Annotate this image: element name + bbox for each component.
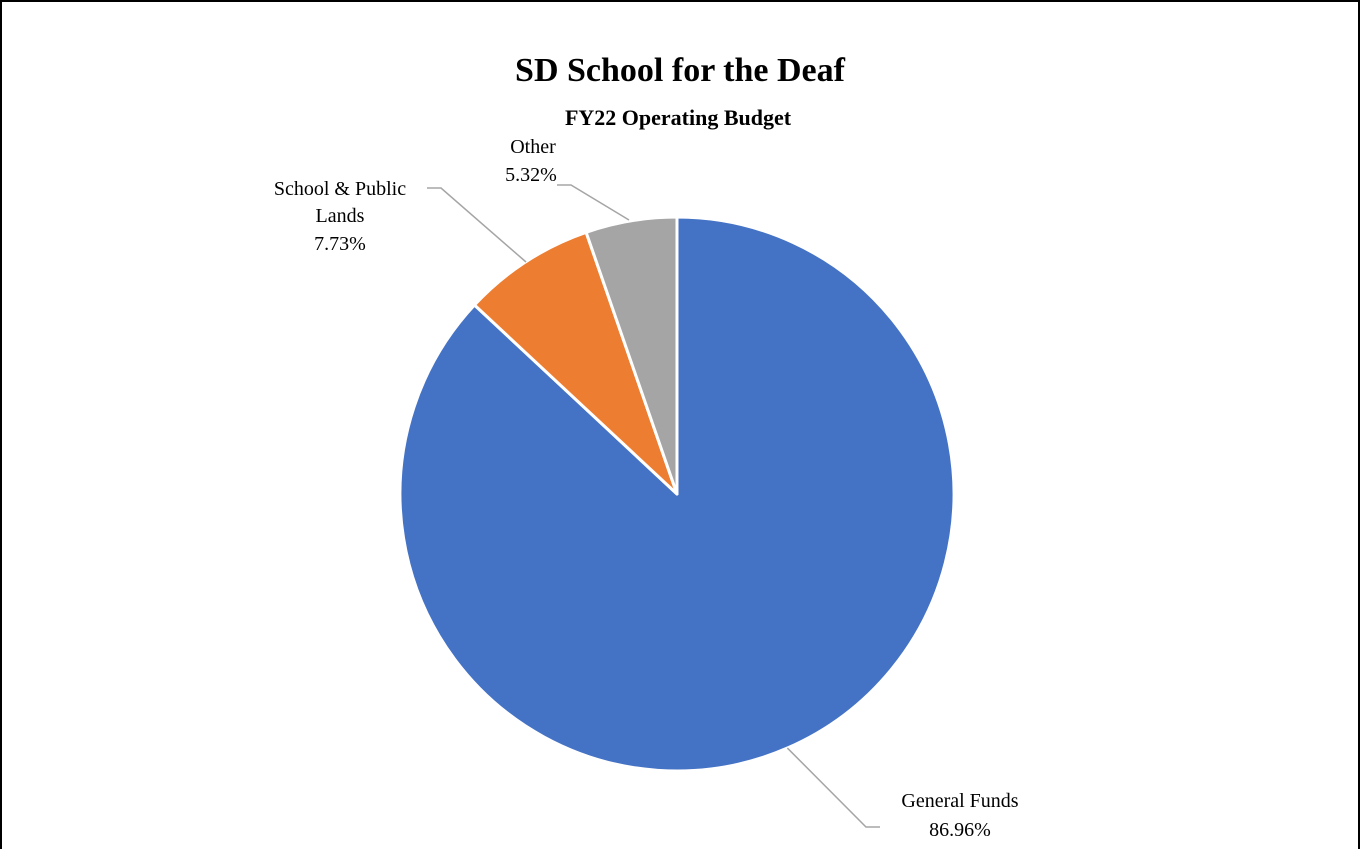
label-school-lands-value: 7.73% [314,233,366,255]
leader-lines [427,184,880,828]
label-school-lands-line1: School & Public [274,178,406,200]
label-other-value: 5.32% [505,164,557,186]
label-school-lands-line2: Lands [316,205,365,227]
chart-subtitle: FY22 Operating Budget [564,105,792,130]
label-other: Other [510,136,556,158]
leader-school-lands [427,187,527,263]
chart-title: SD School for the Deaf [515,52,845,89]
label-general-funds-value: 86.96% [929,819,991,841]
leader-general-funds [786,747,880,828]
slice-other [584,215,679,496]
leader-other [557,184,630,221]
label-general-funds: General Funds [901,790,1018,812]
label-general-funds-name: General Funds [901,790,1018,812]
pie-slices [398,215,956,773]
